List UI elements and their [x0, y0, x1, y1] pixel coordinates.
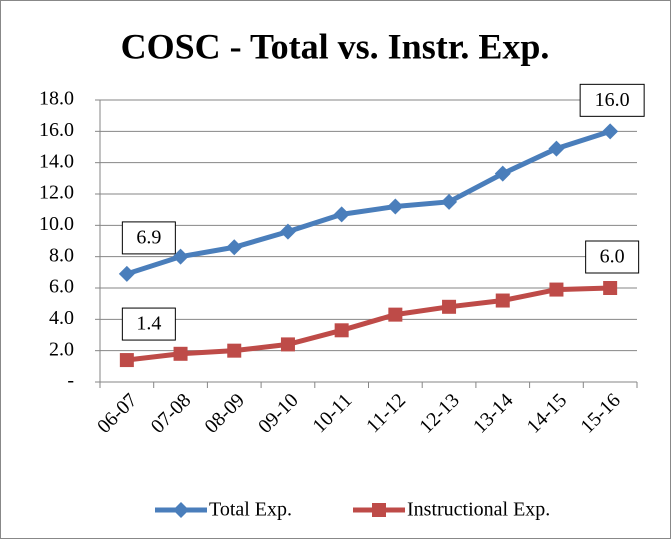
marker: [442, 299, 457, 314]
y-tick-label: 12.0: [39, 182, 74, 204]
marker: [227, 343, 242, 358]
y-tick-label: 18.0: [39, 88, 74, 110]
marker: [226, 239, 243, 256]
y-tick-label: 6.0: [49, 276, 74, 298]
marker: [602, 123, 619, 140]
y-tick-label: 14.0: [39, 150, 74, 172]
data-label: 16.0: [595, 89, 630, 111]
y-tick-label: 10.0: [39, 213, 74, 235]
marker: [334, 323, 349, 338]
data-label: 6.9: [136, 226, 161, 248]
y-tick-label: -: [67, 370, 74, 392]
marker: [333, 206, 350, 223]
marker: [388, 307, 403, 322]
marker: [603, 281, 618, 295]
chart-title: COSC - Total vs. Instr. Exp.: [121, 26, 550, 66]
series-line: [126, 285, 611, 363]
series-line: [126, 128, 611, 277]
marker: [387, 198, 404, 215]
y-tick-label: 2.0: [49, 338, 74, 360]
data-label-box: [579, 83, 645, 117]
data-label: 1.4: [136, 313, 161, 335]
y-tick-label: 16.0: [39, 119, 74, 141]
marker: [280, 337, 295, 352]
y-tick-label: 4.0: [49, 307, 74, 329]
data-label-box: [585, 240, 640, 274]
marker: [172, 248, 189, 265]
marker: [494, 165, 511, 182]
legend-marker: [173, 502, 189, 518]
y-tick-label: 8.0: [49, 244, 74, 266]
marker: [279, 223, 296, 240]
marker: [118, 265, 135, 282]
marker: [441, 193, 458, 210]
data-label-box: [121, 221, 176, 255]
marker: [549, 282, 564, 297]
legend-label: Total Exp.: [209, 499, 292, 521]
legend-label: Instructional Exp.: [407, 499, 550, 521]
marker: [173, 346, 188, 361]
marker: [119, 353, 134, 368]
marker: [495, 293, 510, 308]
legend-marker: [372, 503, 386, 517]
data-label-box: [121, 307, 176, 341]
data-label: 6.0: [600, 246, 625, 268]
marker: [548, 140, 565, 157]
